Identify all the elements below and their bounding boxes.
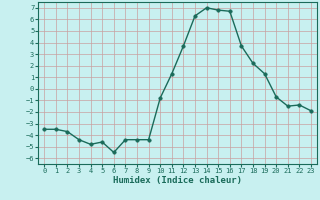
X-axis label: Humidex (Indice chaleur): Humidex (Indice chaleur) xyxy=(113,176,242,185)
